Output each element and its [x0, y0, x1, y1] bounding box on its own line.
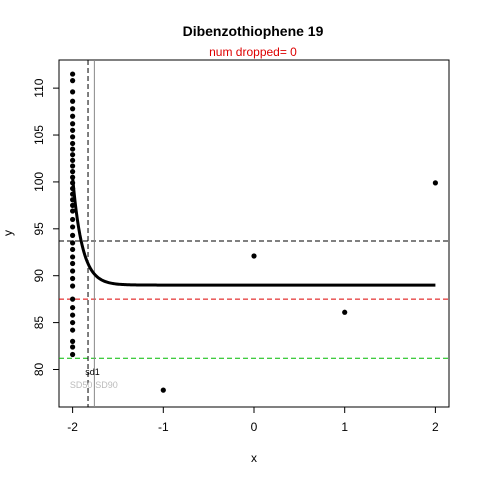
data-point — [70, 180, 75, 185]
data-point — [70, 276, 75, 281]
data-point — [70, 224, 75, 229]
y-tick-label: 110 — [32, 78, 46, 97]
data-point — [70, 352, 75, 357]
y-tick-label: 105 — [32, 125, 46, 145]
data-point — [70, 106, 75, 111]
annotation-label: SD90 — [95, 380, 118, 390]
data-point — [70, 217, 75, 222]
data-point — [70, 71, 75, 76]
data-point — [70, 240, 75, 245]
data-point — [70, 192, 75, 197]
data-point — [70, 141, 75, 146]
data-point — [433, 180, 438, 185]
data-point — [70, 305, 75, 310]
x-tick-label: 1 — [341, 420, 348, 434]
data-point — [70, 254, 75, 259]
data-point — [70, 114, 75, 119]
x-tick-label: -2 — [67, 420, 78, 434]
data-point — [70, 146, 75, 151]
data-point — [70, 152, 75, 157]
data-point — [70, 261, 75, 266]
data-point — [70, 320, 75, 325]
data-point — [70, 233, 75, 238]
data-point — [70, 203, 75, 208]
y-tick-label: 100 — [32, 172, 46, 192]
x-tick-label: 0 — [251, 420, 258, 434]
chart-title: Dibenzothiophene 19 — [183, 23, 324, 39]
x-axis-label: x — [251, 451, 257, 465]
data-point — [70, 327, 75, 332]
data-point — [70, 283, 75, 288]
data-point — [70, 268, 75, 273]
x-tick-label: -1 — [158, 420, 169, 434]
annotation-label: sd1 — [85, 367, 100, 377]
annotation-label: SD50 — [70, 380, 93, 390]
data-point — [70, 186, 75, 191]
data-point — [70, 163, 75, 168]
data-point — [70, 175, 75, 180]
data-point — [161, 388, 166, 393]
data-point — [70, 158, 75, 163]
data-point — [70, 208, 75, 213]
data-point — [70, 247, 75, 252]
data-point — [251, 253, 256, 258]
data-point — [70, 339, 75, 344]
data-point — [70, 78, 75, 83]
data-point — [70, 169, 75, 174]
data-point — [70, 197, 75, 202]
x-tick-label: 2 — [432, 420, 439, 434]
y-tick-label: 90 — [32, 269, 46, 283]
data-point — [70, 297, 75, 302]
data-point — [70, 121, 75, 126]
y-tick-label: 80 — [32, 362, 46, 376]
data-point — [70, 312, 75, 317]
y-axis-label: y — [1, 230, 15, 236]
data-point — [70, 89, 75, 94]
data-point — [70, 99, 75, 104]
chart-subtitle: num dropped= 0 — [209, 45, 297, 59]
y-tick-label: 85 — [32, 316, 46, 330]
y-tick-label: 95 — [32, 222, 46, 236]
data-point — [70, 344, 75, 349]
data-point — [70, 134, 75, 139]
data-point — [70, 128, 75, 133]
data-point — [342, 310, 347, 315]
